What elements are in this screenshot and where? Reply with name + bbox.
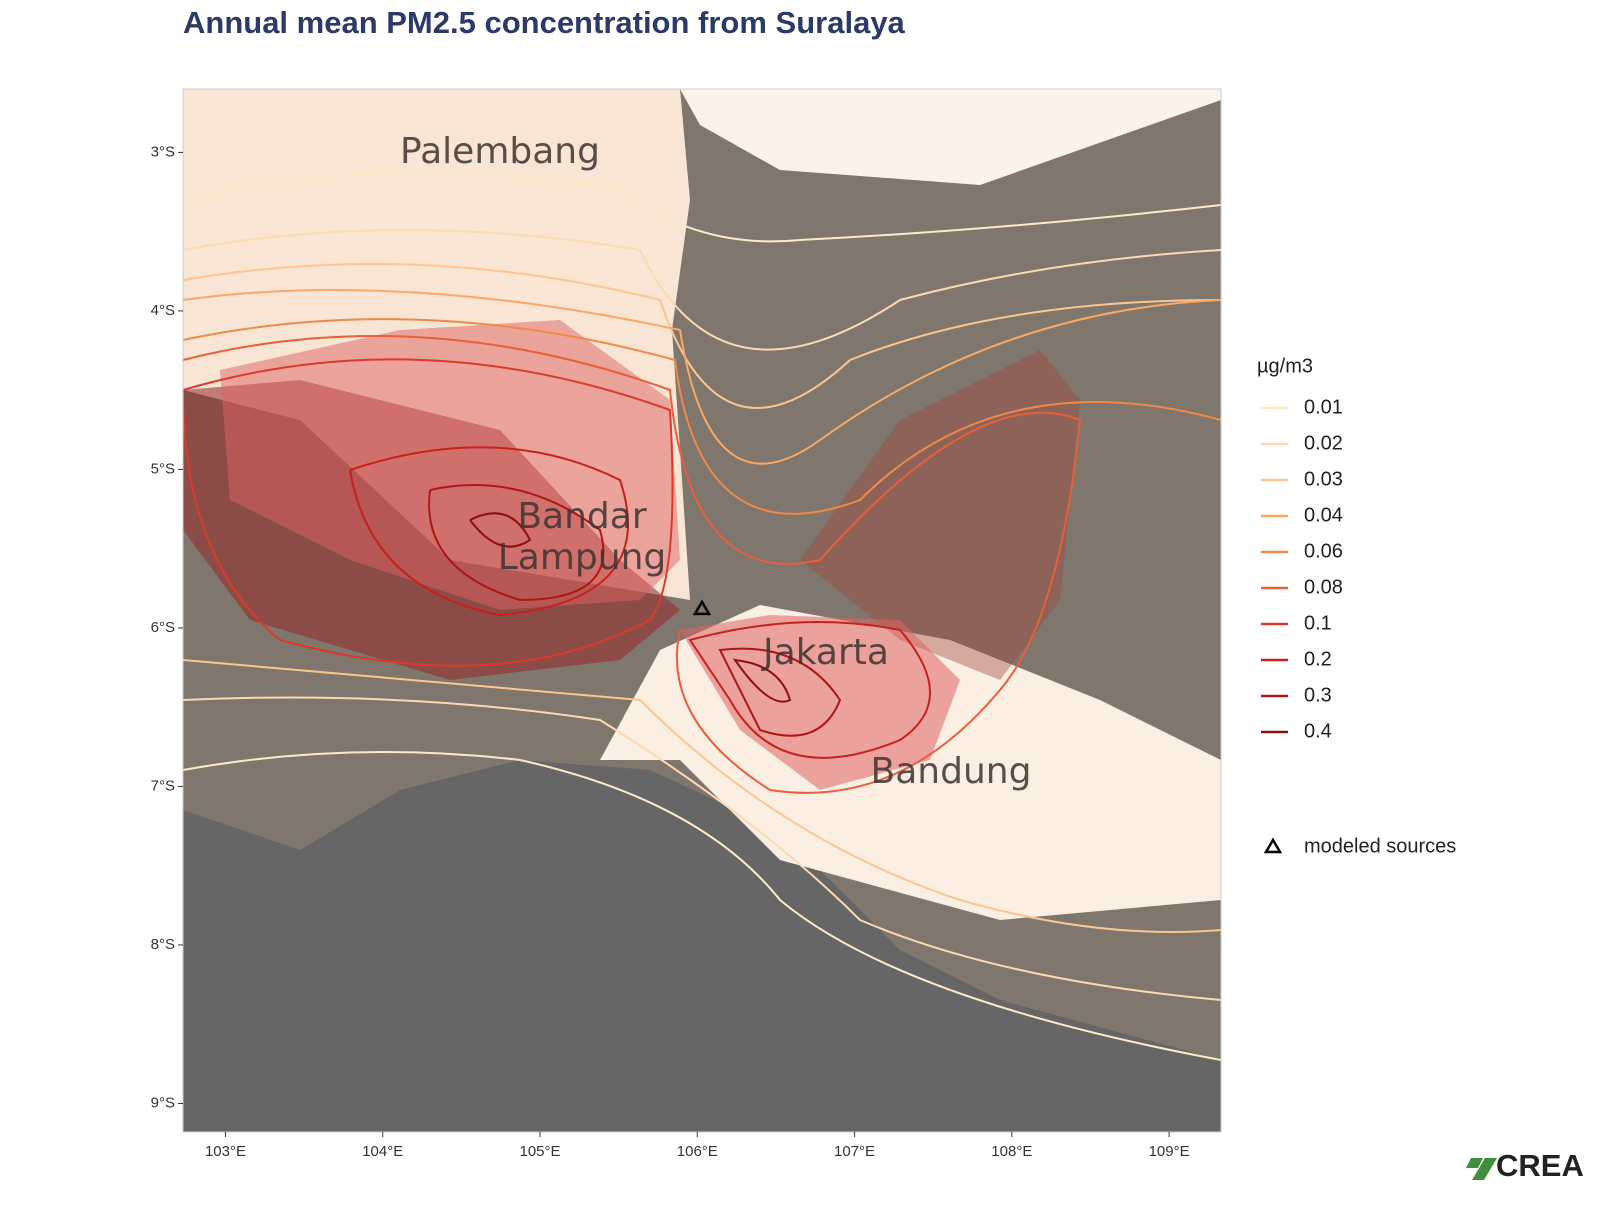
y-tick-label: 5°S <box>151 460 175 477</box>
x-tick-label: 106°E <box>677 1143 718 1160</box>
title: Annual mean PM2.5 concentration from Sur… <box>183 5 906 40</box>
y-tick-label: 9°S <box>151 1094 175 1111</box>
plume <box>220 320 680 610</box>
legend-label: 0.03 <box>1304 468 1343 490</box>
legend-label: 0.06 <box>1304 540 1343 562</box>
contour-line <box>183 289 1221 465</box>
plume <box>800 350 1080 680</box>
land <box>680 89 1221 185</box>
legend-label: 0.01 <box>1304 396 1343 418</box>
legend-label: 0.08 <box>1304 576 1343 598</box>
y-tick-label: 6°S <box>151 619 175 636</box>
legend-label: 0.4 <box>1304 720 1332 742</box>
source-marker <box>692 599 712 616</box>
place-label: Bandung <box>871 751 1032 792</box>
legend: 0.01 0.02 0.03 0.04 0.06 0.08 0.1 0.2 0.3 0.4 <box>1261 396 1343 742</box>
map-area: Palembang Bandar Lampung Jakarta Bandung <box>183 89 1221 1132</box>
legend-label: 0.2 <box>1304 648 1332 670</box>
legend-title: µg/m3 <box>1257 355 1313 377</box>
contour-line <box>428 484 842 737</box>
contour-line <box>183 335 1082 794</box>
legend-label: 0.02 <box>1304 432 1343 454</box>
contour-line <box>349 446 931 759</box>
legend-label: 0.3 <box>1304 684 1332 706</box>
y-tick-label: 3°S <box>151 143 175 160</box>
x-tick-label: 104°E <box>362 1143 403 1160</box>
x-tick-label: 103°E <box>205 1143 246 1160</box>
logo: CREA <box>1466 1148 1584 1183</box>
legend-symbol <box>1263 837 1283 854</box>
plume <box>680 615 960 790</box>
contour-line <box>183 318 1221 515</box>
contour-line <box>469 512 792 703</box>
legend-label: 0.1 <box>1304 612 1332 634</box>
legend-label: 0.04 <box>1304 504 1343 526</box>
x-tick-label: 108°E <box>991 1143 1032 1160</box>
y-tick-label: 4°S <box>151 302 175 319</box>
frame <box>182 88 1222 1133</box>
logo-text: CREA <box>1496 1148 1584 1183</box>
contour-line <box>183 171 1221 1061</box>
x-tick-label: 109°E <box>1149 1143 1190 1160</box>
x-tick-label: 107°E <box>834 1143 875 1160</box>
place-label: Palembang <box>400 131 600 172</box>
x-tick-label: 105°E <box>519 1143 560 1160</box>
legend-label: modeled sources <box>1304 835 1456 857</box>
contour-line <box>183 229 1221 1001</box>
contour-line <box>183 263 1221 933</box>
y-tick-label: 8°S <box>151 936 175 953</box>
place-label: Jakarta <box>761 632 889 673</box>
place-label: Bandar Lampung <box>498 496 667 578</box>
y-tick-label: 7°S <box>151 777 175 794</box>
contour-line <box>183 358 674 667</box>
